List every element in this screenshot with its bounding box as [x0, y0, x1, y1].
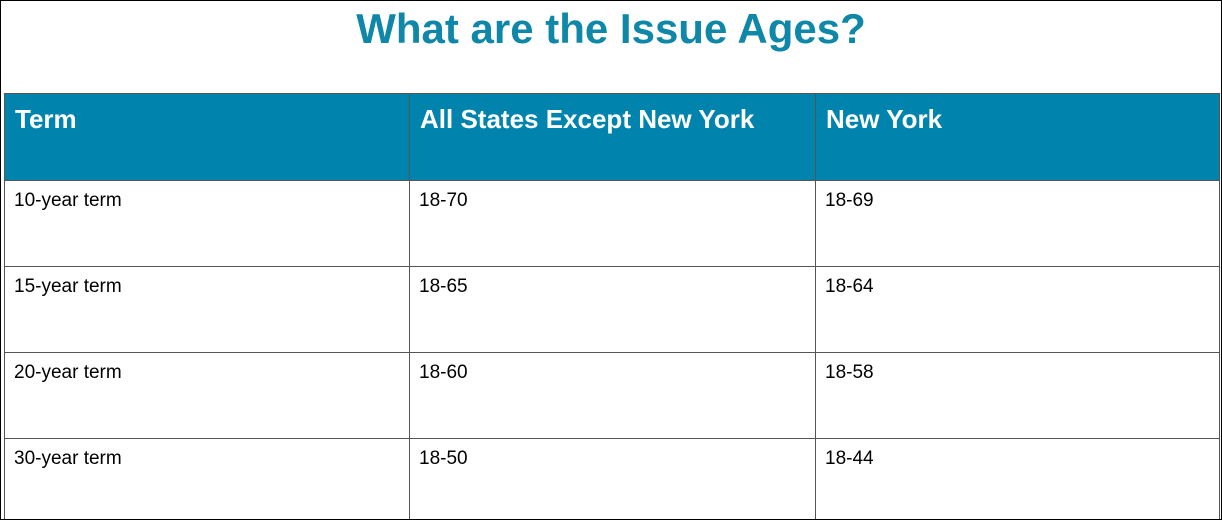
table-row: 30-year term 18-50 18-44 [4, 438, 1220, 519]
table-cell: 10-year term [4, 180, 410, 267]
table-body: 10-year term 18-70 18-69 15-year term 18-65 1… [4, 180, 1220, 519]
issue-ages-table: Term All States Except New York New York 1… [4, 93, 1220, 519]
table-row: 20-year term 18-60 18-58 [4, 352, 1220, 439]
table-cell: 18-65 [409, 266, 816, 353]
header-row: Term All States Except New York New York [4, 93, 1220, 181]
table-cell: 18-70 [409, 180, 816, 267]
table-cell: 18-44 [815, 438, 1220, 519]
column-header: All States Except New York [409, 93, 816, 181]
column-header: Term [4, 93, 410, 181]
table-row: 10-year term 18-70 18-69 [4, 180, 1220, 267]
table-cell: 18-50 [409, 438, 816, 519]
table-cell: 15-year term [4, 266, 410, 353]
table-cell: 18-60 [409, 352, 816, 439]
table-cell: 30-year term [4, 438, 410, 519]
title: What are the Issue Ages? [356, 5, 866, 52]
table-row: 15-year term 18-65 18-64 [4, 266, 1220, 353]
table-cell: 18-58 [815, 352, 1220, 439]
table-cell: 18-64 [815, 266, 1220, 353]
column-header: New York [815, 93, 1220, 181]
table-cell: 18-69 [815, 180, 1220, 267]
table-cell: 20-year term [4, 352, 410, 439]
